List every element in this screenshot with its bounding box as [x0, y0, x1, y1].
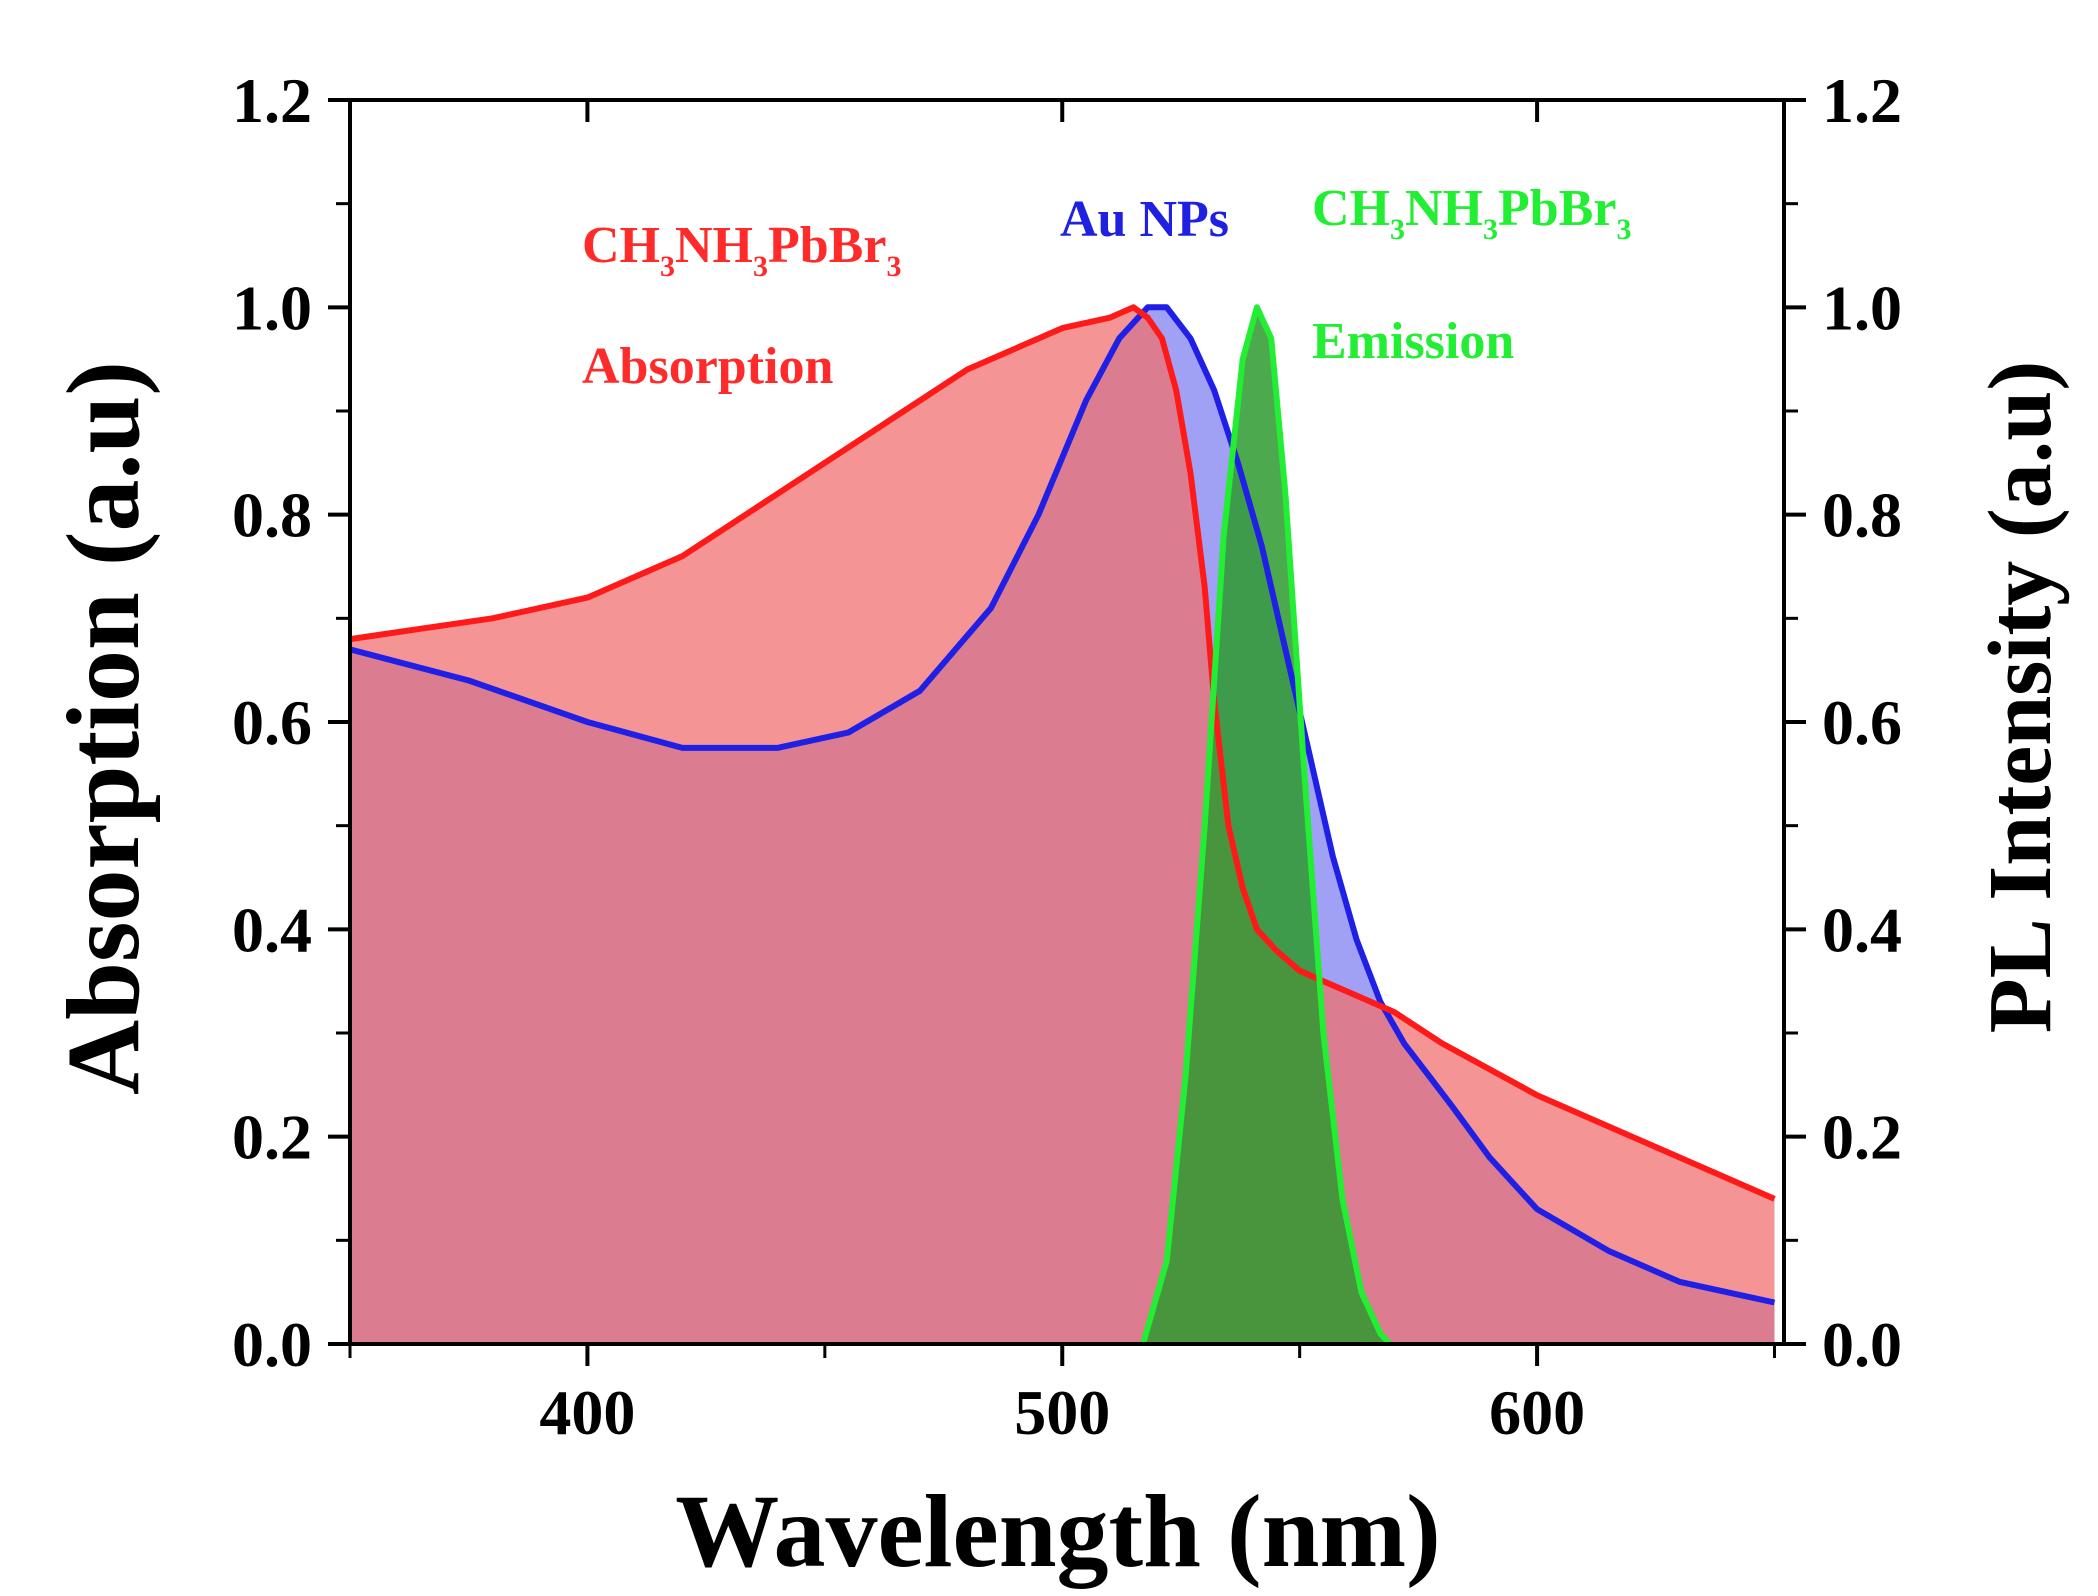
- annotation-au-nps: Au NPs: [1060, 191, 1229, 248]
- y2-tick-label: 0.2: [1822, 1102, 1902, 1173]
- y2-tick-label: 1.0: [1822, 272, 1902, 343]
- x-axis-title: Wavelength (nm): [675, 1474, 1441, 1589]
- y-tick-label: 0.4: [232, 894, 312, 965]
- y2-tick-label: 1.2: [1822, 65, 1902, 136]
- x-tick-label: 400: [539, 1377, 635, 1448]
- y-tick-label: 0.8: [232, 480, 312, 551]
- y-tick-label: 0.6: [232, 687, 312, 758]
- y-tick-label: 1.0: [232, 272, 312, 343]
- y2-axis-title: PL Intensity (a.u): [1971, 361, 2070, 1034]
- y-tick-label: 0.2: [232, 1102, 312, 1173]
- y2-tick-label: 0.6: [1822, 687, 1902, 758]
- annotation-absorption: Absorption: [582, 338, 833, 395]
- annotation-emission: Emission: [1312, 313, 1514, 370]
- series-line-au-nps: [349, 304, 1776, 1306]
- y2-tick-label: 0.0: [1822, 1309, 1902, 1380]
- series-area-ch3nh3pbbr3-absorption: [350, 307, 1775, 1344]
- plot-lines: [349, 304, 1776, 1347]
- x-tick-label: 600: [1489, 1377, 1585, 1448]
- y-tick-label: 1.2: [232, 65, 312, 136]
- x-tick-label: 500: [1014, 1377, 1110, 1448]
- series-line-ch3nh3pbbr3-emission: [1140, 304, 1393, 1347]
- y-tick-label: 0.0: [232, 1309, 312, 1380]
- y-axis-title: Absorption (a.u): [46, 361, 161, 1095]
- annotation-perovskite-emission-formula: CH3NH3PbBr3: [1312, 180, 1631, 246]
- y2-tick-label: 0.8: [1822, 480, 1902, 551]
- axis-ticks: 400 500 600 0.0 0.0 0.2 0.2 0.4 0.4 0.6 0.6 0.8 0.8 1…: [232, 65, 1902, 1448]
- y2-tick-label: 0.4: [1822, 894, 1902, 965]
- series-line-ch3nh3pbbr3-absorption: [349, 304, 1776, 1202]
- annotation-perovskite-absorption-formula: CH3NH3PbBr3: [582, 217, 901, 283]
